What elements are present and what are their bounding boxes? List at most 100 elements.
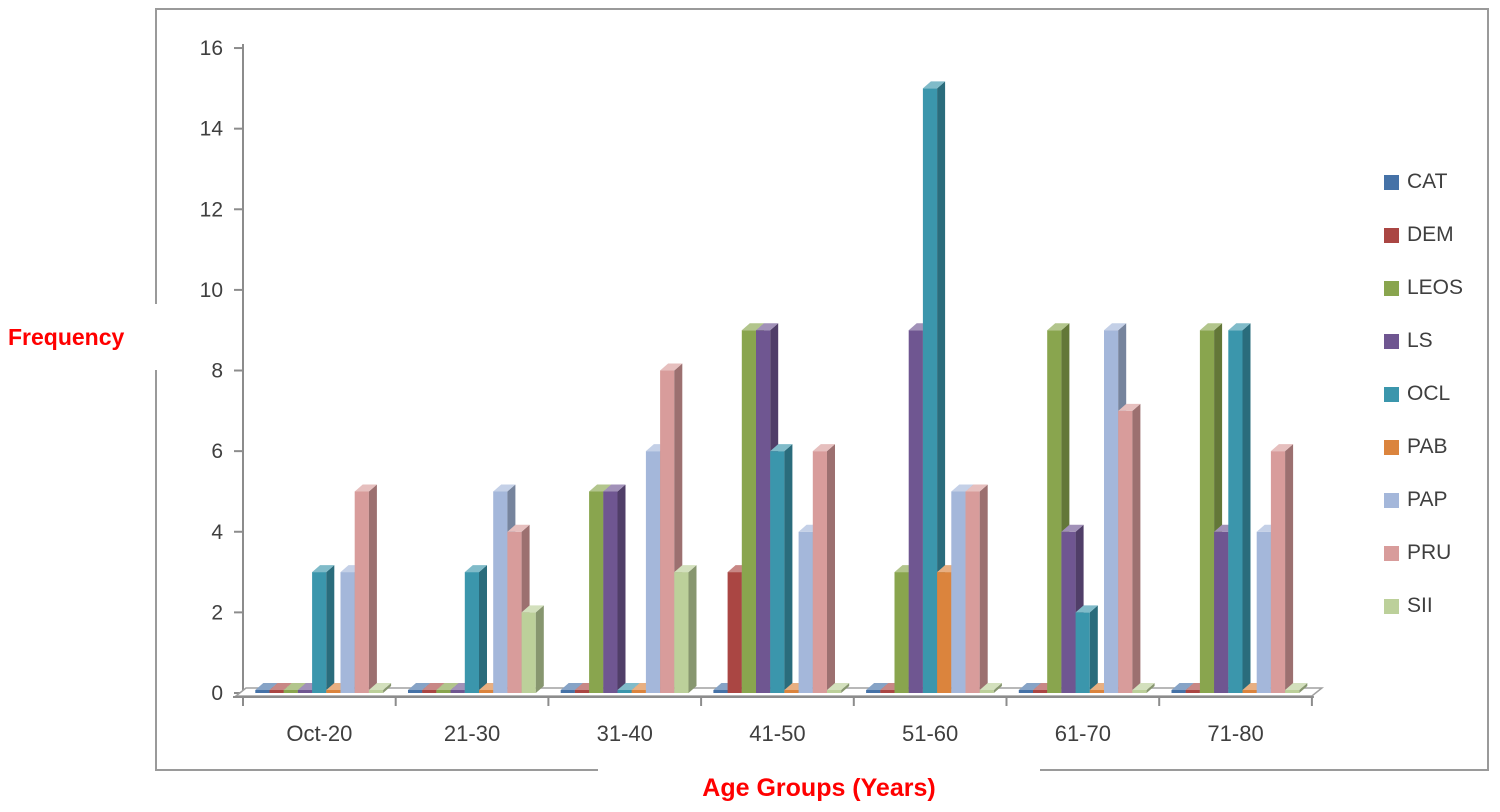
bar-top-CAT [866,683,889,690]
bar-CAT [866,690,881,693]
legend-swatch-icon [1384,492,1399,508]
legend-label: PRU [1407,541,1452,564]
legend-label: DEM [1407,223,1454,246]
bar-top-SII [674,565,697,573]
legend-label: LS [1407,329,1433,352]
x-axis-title-text: Age Groups (Years) [702,773,936,802]
bar-side-SII [841,683,850,693]
bar-top-OCL [922,81,946,89]
bar-PAP [1104,330,1119,693]
bar-top-PRU [660,363,683,371]
bar-side-OCL [1242,323,1251,693]
bar-top-LS [1061,524,1084,532]
bar-top-LEOS [741,323,764,331]
bar-side-OCL [326,565,335,693]
bar-side-PRU [1132,403,1141,693]
bar-PAB [784,690,799,693]
x-tick-label: 51-60 [902,721,958,746]
bar-top-SII [827,683,850,690]
bar-top-SII [1132,683,1155,690]
bar-LS [603,491,618,693]
x-tick-label: 31-40 [597,721,653,746]
y-tick-label: 2 [211,601,223,624]
bar-CAT [560,690,575,693]
bar-top-PRU [507,524,530,532]
bar-PAP [645,451,661,693]
bar-SII [1132,690,1147,693]
bar-side-PRU [827,444,835,693]
bar-PAB [937,572,952,693]
bar-PAB [1242,690,1257,693]
bar-PAP [951,491,966,693]
y-axis-title-text: Frequency [8,323,125,350]
legend-swatch-icon [1384,174,1399,190]
legend-swatch-icon [1384,227,1399,243]
bar-LEOS [1047,330,1062,693]
bar-PAP [798,531,813,693]
bar-top-PAP [493,484,516,492]
bar-OCL [312,572,327,693]
legend-item-ocl: OCL [1384,380,1450,408]
bar-top-SII [521,605,544,613]
bar-LEOS [894,572,909,693]
bar-side-LS [617,484,626,693]
bar-top-PAP [1104,323,1127,331]
legend-label: SII [1407,594,1433,617]
bar-OCL [770,451,785,693]
legend-item-pab: PAB [1384,433,1447,461]
bar-top-CAT [408,683,431,690]
bar-PRU [507,531,522,693]
y-axis-title: Frequency [0,304,163,370]
x-tick-label: 21-30 [444,721,500,746]
legend-swatch-icon [1384,545,1399,561]
bar-top-OCL [1075,605,1098,613]
bar-LS [908,330,923,693]
bar-side-OCL [1089,605,1098,693]
bar-side-SII [1299,683,1308,693]
bar-PRU [660,370,675,693]
bar-PRU [965,491,980,693]
bar-CAT [713,690,728,693]
bar-LEOS [741,330,756,693]
bar-top-OCL [1228,323,1251,331]
legend-label: CAT [1407,170,1448,193]
legend-swatch-icon [1384,333,1399,349]
bar-top-SII [979,683,1002,690]
x-tick-label: 61-70 [1055,721,1111,746]
bar-top-OCL [770,444,793,452]
bar-OCL [1228,330,1243,693]
bar-SII [827,690,842,693]
bar-LS [297,690,313,693]
bar-DEM [269,690,284,693]
x-axis-title: Age Groups (Years) [598,766,1040,810]
legend-item-pap: PAP [1384,486,1447,514]
legend-item-leos: LEOS [1384,274,1463,302]
bar-top-LEOS [436,683,459,690]
bar-top-LEOS [589,484,612,492]
x-tick-label: 41-50 [749,721,805,746]
bar-DEM [1033,690,1048,693]
bar-top-LEOS [283,683,306,690]
bar-side-SII [535,605,544,693]
legend-item-dem: DEM [1384,221,1454,249]
bar-LS [1214,531,1229,693]
bar-SII [979,690,994,693]
bar-OCL [922,88,938,694]
bar-CAT [255,690,270,693]
bar-PAB [1089,690,1104,693]
bar-side-SII [688,565,697,693]
bar-top-CAT [255,683,278,690]
bar-PAB [326,690,341,693]
bar-LS [756,330,771,693]
bar-SII [674,572,689,693]
bar-DEM [574,690,590,693]
bar-LS [450,690,465,693]
x-tick-label: 71-80 [1207,721,1263,746]
legend-label: PAP [1407,488,1448,511]
legend-item-pru: PRU [1384,539,1451,567]
bar-side-OCL [479,565,487,693]
bar-top-PAP [951,484,974,492]
legend-label: LEOS [1407,276,1464,299]
bar-top-DEM [422,683,445,690]
